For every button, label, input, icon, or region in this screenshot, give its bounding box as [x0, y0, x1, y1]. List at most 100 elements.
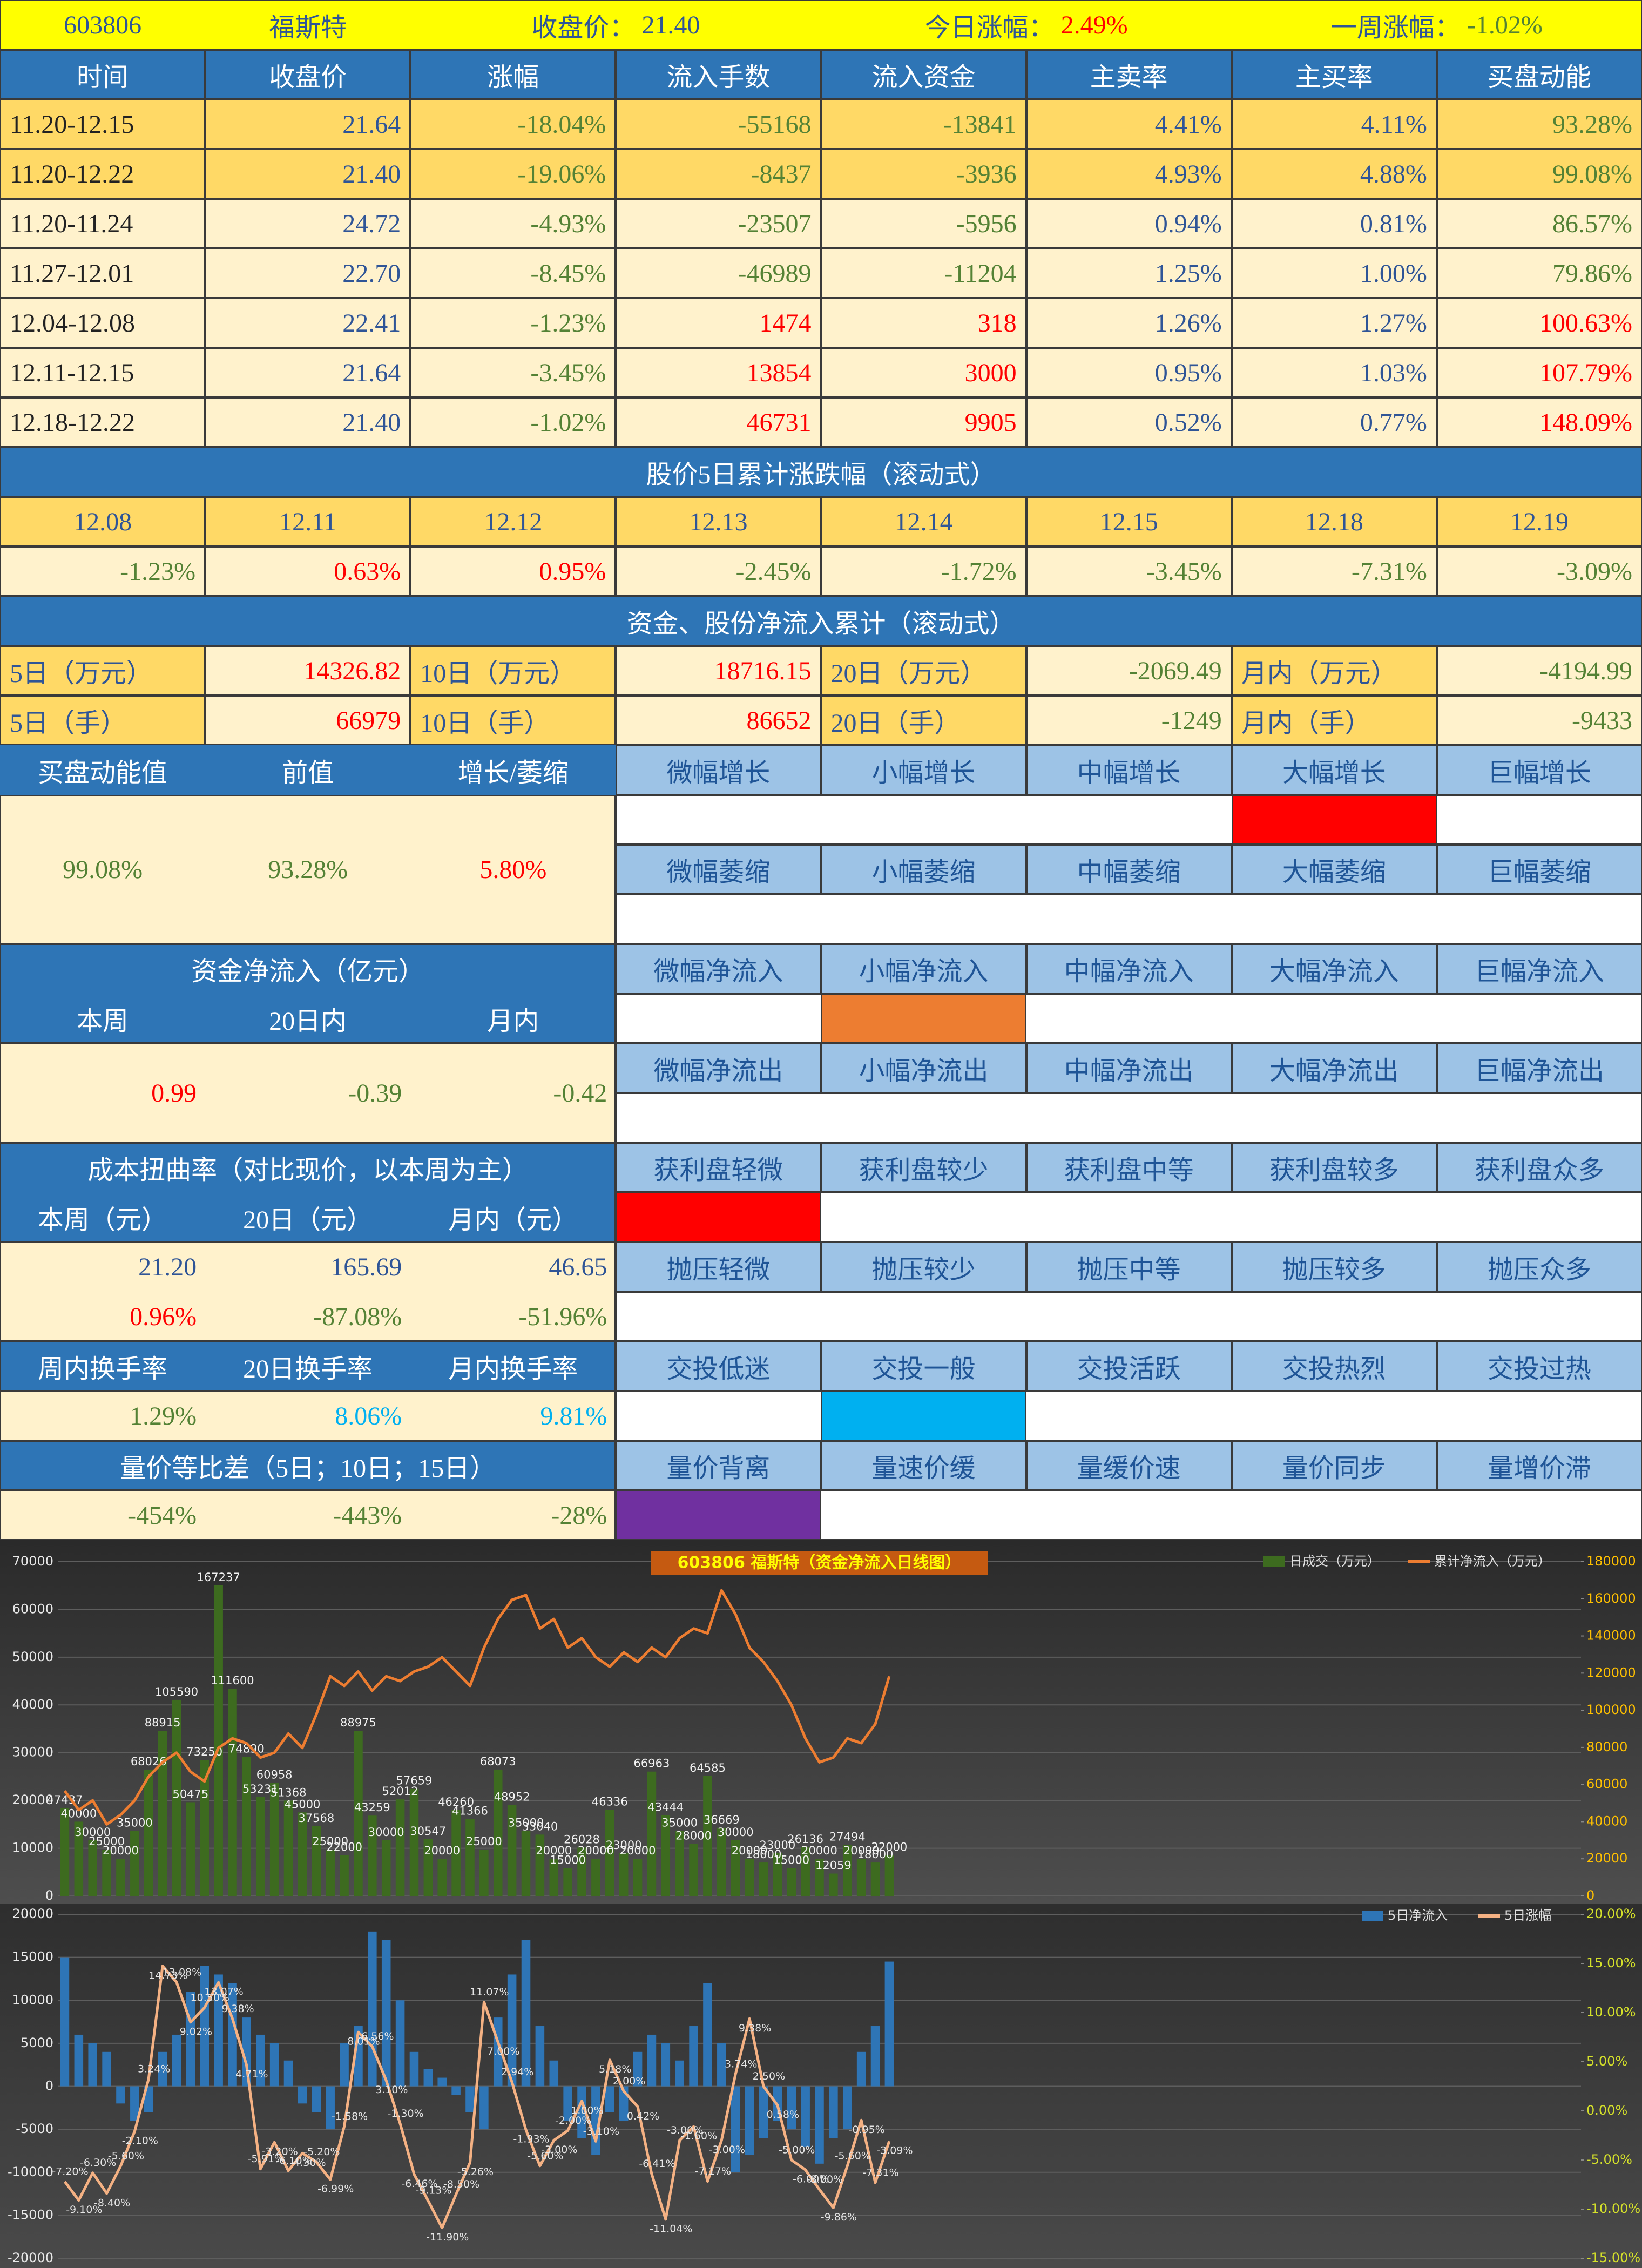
panel-header: 本周 — [77, 1007, 129, 1036]
data-label: 68073 — [480, 1755, 516, 1768]
status-label: 交投低迷 — [616, 1341, 821, 1391]
bar — [368, 1931, 377, 2087]
y-tick-label: -15000 — [8, 2207, 53, 2222]
y2-tick-label: 100000 — [1586, 1702, 1636, 1717]
bar — [787, 2086, 796, 2130]
panel-value: 5.80% — [479, 855, 547, 884]
status-indicator — [821, 994, 1026, 1043]
value-cell: 148.09% — [1436, 397, 1642, 447]
value-cell: 22.41 — [205, 298, 411, 348]
data-label: 111600 — [211, 1674, 254, 1687]
column-header: 买盘动能 — [1436, 50, 1642, 99]
status-label: 抛压较少 — [821, 1242, 1026, 1292]
data-label: 8.01% — [347, 2036, 380, 2048]
data-label: 41366 — [452, 1805, 488, 1818]
status-row — [616, 1391, 1642, 1441]
y-tick-label: 30000 — [12, 1745, 53, 1760]
data-label: 15000 — [550, 1853, 586, 1866]
bar — [605, 2086, 614, 2112]
data-label: 47437 — [47, 1793, 83, 1806]
bar — [689, 1844, 698, 1896]
bar — [395, 2000, 405, 2087]
y2-tick-label: 180000 — [1586, 1554, 1636, 1569]
data-label: -0.95% — [849, 2124, 885, 2136]
bar — [88, 2043, 97, 2087]
date-cell: 12.19 — [1436, 497, 1642, 546]
data-label: 12059 — [815, 1859, 852, 1872]
value-cell: 86652 — [616, 696, 821, 745]
bar — [255, 1797, 265, 1896]
status-label: 中幅增长 — [1026, 745, 1232, 795]
value-cell: -9433 — [1436, 696, 1642, 745]
week-change: 一周涨幅： -1.02% — [1232, 0, 1642, 50]
status-label: 交投过热 — [1436, 1341, 1642, 1391]
data-label: 22000 — [326, 1840, 362, 1853]
panel-value: -0.39 — [348, 1078, 402, 1108]
column-header: 主买率 — [1231, 50, 1437, 99]
data-label: 30547 — [410, 1825, 446, 1838]
bar — [200, 1760, 210, 1896]
value-cell: -8.45% — [410, 248, 616, 298]
bar — [521, 1831, 531, 1896]
value-cell: 21.64 — [205, 99, 411, 149]
data-label: 66963 — [634, 1757, 670, 1770]
legend-label: 5日净流入 — [1388, 1908, 1448, 1923]
y-tick-label: 20000 — [12, 1792, 53, 1807]
panel-header: 月内（元） — [448, 1206, 578, 1234]
data-label: -7.17% — [695, 2165, 731, 2177]
y-tick-label: 10000 — [12, 1992, 53, 2007]
label-cell: 20日（手） — [821, 696, 1026, 745]
value-cell: 0.63% — [205, 546, 411, 596]
status-label: 抛压较多 — [1231, 1242, 1437, 1292]
data-label: -1.58% — [332, 2110, 368, 2122]
data-label: -6.41% — [639, 2158, 675, 2170]
bar — [745, 1859, 754, 1896]
status-label: 微幅净流出 — [616, 1043, 821, 1093]
value-cell: 24.72 — [205, 199, 411, 248]
bar — [423, 1839, 433, 1896]
y2-tick-label: 140000 — [1586, 1628, 1636, 1643]
data-label: 48952 — [494, 1791, 530, 1804]
bar — [549, 1859, 559, 1896]
bar — [298, 1812, 307, 1896]
bar — [675, 1831, 684, 1896]
data-label: 5.18% — [599, 2063, 631, 2075]
bar — [283, 1800, 293, 1896]
period-cell: 11.20-12.22 — [0, 149, 206, 199]
data-label: 68026 — [131, 1755, 167, 1768]
panel-body — [0, 1043, 616, 1143]
period-cell: 11.20-11.24 — [0, 199, 206, 248]
status-label: 中幅净流出 — [1026, 1043, 1232, 1093]
bar — [340, 2043, 349, 2087]
status-indicator — [616, 1192, 821, 1242]
legend-label: 日成交（万元） — [1289, 1554, 1380, 1569]
value-cell: 0.95% — [410, 546, 616, 596]
data-label: -3.10% — [583, 2125, 619, 2137]
data-label: 52012 — [382, 1785, 418, 1798]
header-text: 21.40 — [641, 10, 700, 39]
bar — [423, 2069, 433, 2087]
data-label: 43259 — [354, 1801, 390, 1814]
value-cell: -4.93% — [410, 199, 616, 248]
data-label: -4.30% — [289, 2157, 326, 2169]
value-cell: 1.27% — [1231, 298, 1437, 348]
status-label: 巨幅增长 — [1436, 745, 1642, 795]
bar — [74, 1821, 84, 1896]
value-cell: 13854 — [616, 348, 821, 397]
data-label: 18000 — [746, 1848, 782, 1861]
value-cell: 4.11% — [1231, 99, 1437, 149]
value-cell: 1.25% — [1026, 248, 1232, 298]
data-label: 14.73% — [148, 1969, 187, 1981]
close-price: 收盘价： 21.40 — [410, 0, 821, 50]
date-cell: 12.11 — [205, 497, 411, 546]
value-cell: -7.31% — [1231, 546, 1437, 596]
date-cell: 12.13 — [616, 497, 821, 546]
data-label: -2.00% — [555, 2115, 591, 2127]
data-label: 46260 — [438, 1796, 474, 1808]
data-label: 30000 — [75, 1826, 111, 1839]
bar — [130, 2086, 139, 2121]
bar — [130, 1831, 139, 1896]
y-tick-label: 10000 — [12, 1840, 53, 1855]
value-cell: -8437 — [616, 149, 821, 199]
y-tick-label: 5000 — [21, 2035, 53, 2050]
